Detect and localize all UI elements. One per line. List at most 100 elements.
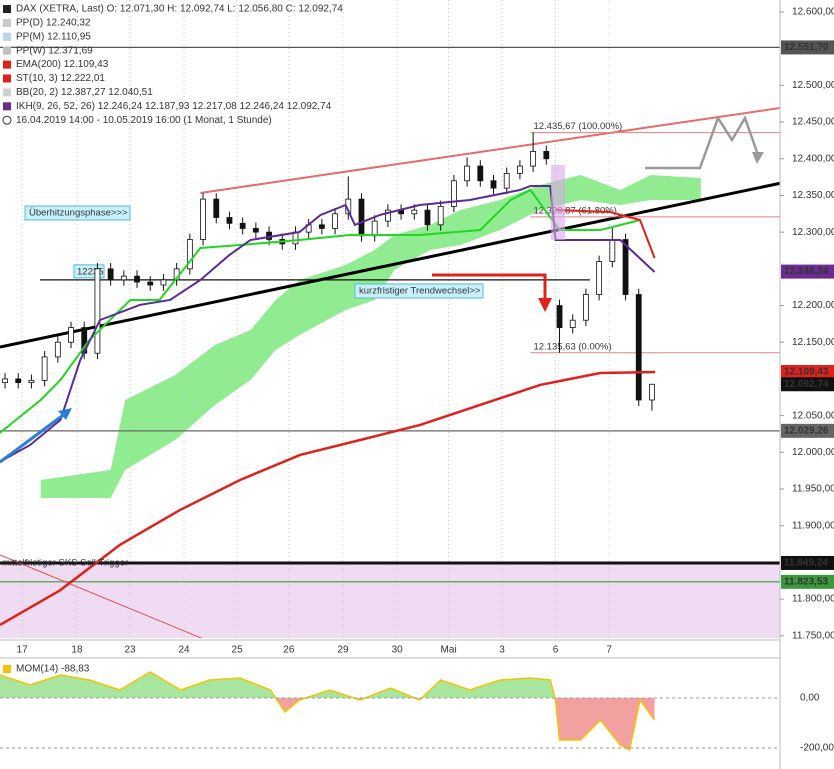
legend-icon xyxy=(3,60,11,69)
x-tick-label: Mai xyxy=(441,645,457,656)
legend-icon xyxy=(3,32,11,41)
y-tick-label: 11.950,00 xyxy=(792,484,834,495)
y-tick-label: 12.500,00 xyxy=(792,80,834,91)
candle-body xyxy=(569,319,576,328)
legend-icon xyxy=(3,46,11,55)
price-box xyxy=(781,377,834,392)
candle-body xyxy=(384,209,391,222)
candle-body xyxy=(583,294,589,321)
candle-body xyxy=(107,268,114,281)
candle-body xyxy=(94,268,101,354)
candle-body xyxy=(358,198,365,237)
legend-entry: PP(W) 12.371,69 xyxy=(16,45,93,56)
x-tick-label: 6 xyxy=(553,645,559,656)
legend-entry: 16.04.2019 14:00 - 10.05.2019 16:00 (1 M… xyxy=(16,115,272,126)
legend-entry: PP(M) 12.110,95 xyxy=(16,31,91,42)
annotation-box xyxy=(354,283,484,299)
x-tick-label: 29 xyxy=(337,645,349,656)
candle-body xyxy=(226,217,233,224)
indicator-line xyxy=(0,370,656,627)
arrow xyxy=(0,411,67,464)
candle-body xyxy=(609,239,616,262)
price-box-label: 11.823,53 xyxy=(784,576,828,587)
price-box xyxy=(781,555,834,570)
candle-body xyxy=(622,239,629,295)
candle-body xyxy=(15,378,22,383)
candle-body xyxy=(503,173,510,189)
y-tick-label: 12.050,00 xyxy=(792,410,834,421)
x-tick-label: 7 xyxy=(606,645,612,656)
y-tick-label: 12.400,00 xyxy=(792,153,834,164)
annotation-box xyxy=(24,205,131,221)
legend-icon xyxy=(3,665,11,673)
highlight xyxy=(551,165,565,240)
annotation: 12235 xyxy=(77,266,103,277)
candle-body xyxy=(41,356,48,381)
y-tick-label: 11.800,00 xyxy=(792,594,834,605)
price-box-label: 12.109,43 xyxy=(784,367,829,378)
candle-body xyxy=(517,165,523,174)
trend-line xyxy=(0,554,203,638)
candle-body xyxy=(160,279,167,286)
y-tick-label: 12.150,00 xyxy=(792,337,834,348)
legend-entry: EMA(200) 12.109,43 xyxy=(16,59,109,70)
candle-body xyxy=(450,180,457,207)
candle-body xyxy=(649,383,655,401)
trend-line xyxy=(0,181,780,349)
price-box-label: 11.849,24 xyxy=(784,558,828,569)
candle-body xyxy=(147,281,154,286)
candle-body xyxy=(437,206,444,226)
annotation: kurzfristiger Trendwechsel>> xyxy=(359,286,481,297)
fib-label: 12.135,63 (0.00%) xyxy=(533,341,611,352)
overlay: Überhitzungsphase>>> kurzfristiger Trend… xyxy=(0,115,764,569)
zone xyxy=(0,562,780,638)
legend-entry: DAX (XETRA, Last) O: 12.071,30 H: 12.092… xyxy=(16,4,343,15)
candle-body xyxy=(318,224,325,229)
momentum-panel xyxy=(0,671,780,752)
y-tick-label: 11.750,00 xyxy=(792,630,834,641)
candle-body xyxy=(68,327,74,343)
legend-entry: PP(D) 12.240,32 xyxy=(16,18,91,29)
x-tick-label: 30 xyxy=(392,645,404,656)
candle-body xyxy=(239,222,246,229)
annotation: Überhitzungsphase>>> xyxy=(29,208,128,219)
candle-body xyxy=(252,228,259,233)
price-box-label: 12.551,70 xyxy=(784,42,829,53)
momentum-label: MOM(14) -88,83 xyxy=(16,664,90,675)
price-box xyxy=(781,423,834,438)
candle-body xyxy=(464,165,471,182)
projection-path xyxy=(645,115,760,170)
y-tick-label: 12.000,00 xyxy=(792,447,834,458)
y-tick-label: 0,00 xyxy=(800,693,820,704)
legend-icon xyxy=(3,102,11,111)
x-tick-label: 23 xyxy=(124,645,136,656)
x-tick-label: 18 xyxy=(71,645,83,656)
candle-body xyxy=(556,305,563,328)
candle-body xyxy=(635,294,642,401)
candle-body xyxy=(477,165,484,182)
arrow-head xyxy=(58,408,72,420)
arrow-head xyxy=(752,152,764,164)
y-tick-label: -200,00 xyxy=(800,743,834,754)
price-box xyxy=(781,40,834,55)
candle-body xyxy=(2,378,8,383)
candle-body xyxy=(411,209,418,215)
legend-icon xyxy=(3,74,11,83)
momentum-area-positive xyxy=(0,672,655,698)
y-tick-label: 12.600,00 xyxy=(792,7,834,18)
x-tick-label: 25 xyxy=(232,645,244,656)
price-box xyxy=(781,264,834,279)
indicator-line xyxy=(555,208,656,259)
x-tick-label: 24 xyxy=(178,645,190,656)
candle-body xyxy=(424,209,431,226)
candle-body xyxy=(54,341,61,358)
price-box-label: 12.029,26 xyxy=(784,425,829,436)
arrow-head xyxy=(538,298,552,312)
y-tick-label: 12.350,00 xyxy=(792,190,834,201)
x-tick-label: 26 xyxy=(283,645,295,656)
candle-body xyxy=(530,151,537,167)
